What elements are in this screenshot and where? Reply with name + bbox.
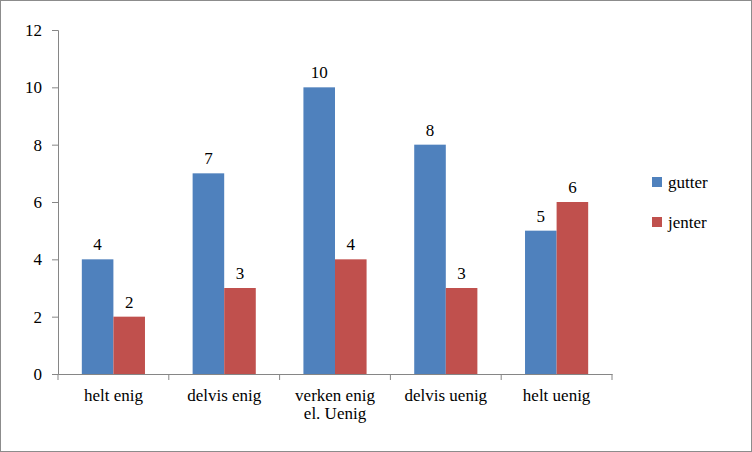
bars bbox=[82, 87, 588, 374]
x-tick: delvis uenig bbox=[404, 386, 487, 405]
x-axis: helt enig delvis enig verken enigel. Uenig… bbox=[58, 374, 613, 423]
data-label: 6 bbox=[568, 178, 577, 197]
y-tick: 6 bbox=[34, 193, 59, 212]
x-tick-label: verken enigel. Uenig bbox=[295, 386, 375, 423]
x-separator-mark bbox=[501, 374, 502, 380]
data-label: 3 bbox=[457, 264, 466, 283]
x-separators bbox=[58, 374, 612, 380]
y-tick-label: 0 bbox=[34, 365, 43, 384]
bar-series bbox=[113, 202, 588, 374]
data-label: 5 bbox=[537, 207, 546, 226]
bar bbox=[446, 288, 478, 374]
legend-swatch bbox=[652, 217, 662, 227]
legend: gutter jenter bbox=[652, 173, 708, 232]
y-axis: 0 2 4 6 8 10 12 bbox=[25, 21, 59, 384]
x-separator-mark bbox=[168, 374, 169, 380]
x-tick: helt enig bbox=[84, 386, 144, 405]
legend-item: gutter bbox=[652, 173, 708, 192]
y-tick: 12 bbox=[25, 21, 58, 40]
legend-label: gutter bbox=[668, 173, 708, 192]
bar bbox=[525, 231, 557, 374]
y-tick-mark bbox=[52, 317, 58, 318]
chart-border bbox=[1, 1, 752, 452]
bar bbox=[414, 145, 446, 374]
y-axis-line bbox=[52, 31, 59, 375]
y-tick: 2 bbox=[34, 308, 59, 327]
x-tick-label-line: helt uenig bbox=[523, 386, 591, 405]
y-tick-mark bbox=[52, 87, 58, 88]
data-label: 4 bbox=[93, 235, 102, 254]
y-tick-label: 10 bbox=[25, 78, 42, 97]
y-tick-mark bbox=[52, 374, 58, 375]
data-label: 4 bbox=[347, 235, 356, 254]
y-tick: 4 bbox=[34, 250, 59, 269]
x-tick-label: delvis enig bbox=[187, 386, 262, 405]
y-tick-mark bbox=[52, 145, 58, 146]
data-label: 10 bbox=[311, 63, 328, 82]
y-tick-label: 6 bbox=[34, 193, 43, 212]
bar bbox=[303, 87, 335, 374]
bar-series bbox=[82, 87, 557, 374]
x-tick-label-line: delvis enig bbox=[187, 386, 262, 405]
y-tick: 10 bbox=[25, 78, 58, 97]
legend-label: jenter bbox=[667, 213, 707, 232]
x-tick-label-line: el. Uenig bbox=[304, 404, 367, 423]
bar bbox=[82, 259, 114, 374]
x-separator-mark bbox=[279, 374, 280, 380]
bar bbox=[113, 317, 145, 374]
data-label: 2 bbox=[125, 293, 133, 312]
y-tick: 8 bbox=[34, 136, 59, 155]
x-tick: helt uenig bbox=[523, 386, 591, 405]
y-tick-label: 4 bbox=[34, 250, 43, 269]
bar bbox=[557, 202, 589, 374]
bar bbox=[335, 259, 367, 374]
x-tick: verken enigel. Uenig bbox=[295, 386, 375, 423]
y-tick-label: 2 bbox=[34, 308, 43, 327]
legend-item: jenter bbox=[652, 213, 707, 232]
x-tick-label: helt enig bbox=[84, 386, 144, 405]
y-tick-mark bbox=[52, 202, 58, 203]
x-tick-label-line: helt enig bbox=[84, 386, 144, 405]
y-tick: 0 bbox=[34, 365, 59, 384]
x-tick: delvis enig bbox=[187, 386, 262, 405]
x-separator-mark bbox=[390, 374, 391, 380]
plot-area: 0 2 4 6 8 10 12 helt enig delvis enig verken enig… bbox=[25, 21, 613, 423]
data-labels: 4 7 10 8 5 2 3 4 3 6 bbox=[93, 63, 576, 311]
x-tick-label-line: verken enig bbox=[295, 386, 375, 405]
x-tick-label: delvis uenig bbox=[404, 386, 487, 405]
data-label: 3 bbox=[236, 264, 245, 283]
x-tick-label-line: delvis uenig bbox=[404, 386, 487, 405]
x-separator-mark bbox=[612, 374, 613, 380]
chart-container: 0 2 4 6 8 10 12 helt enig delvis enig verken enig… bbox=[0, 0, 752, 452]
x-tick-label: helt uenig bbox=[523, 386, 591, 405]
chart-svg: 0 2 4 6 8 10 12 helt enig delvis enig verken enig… bbox=[0, 0, 752, 452]
y-tick-mark bbox=[52, 259, 58, 260]
bar bbox=[224, 288, 256, 374]
data-label: 7 bbox=[204, 149, 213, 168]
data-label: 8 bbox=[426, 121, 435, 140]
bar bbox=[193, 173, 225, 374]
x-separator-mark bbox=[58, 374, 59, 380]
y-tick-label: 12 bbox=[25, 21, 42, 40]
x-axis-line bbox=[59, 374, 613, 375]
y-tick-label: 8 bbox=[34, 136, 43, 155]
y-tick-mark bbox=[52, 30, 58, 31]
legend-swatch bbox=[652, 177, 662, 187]
